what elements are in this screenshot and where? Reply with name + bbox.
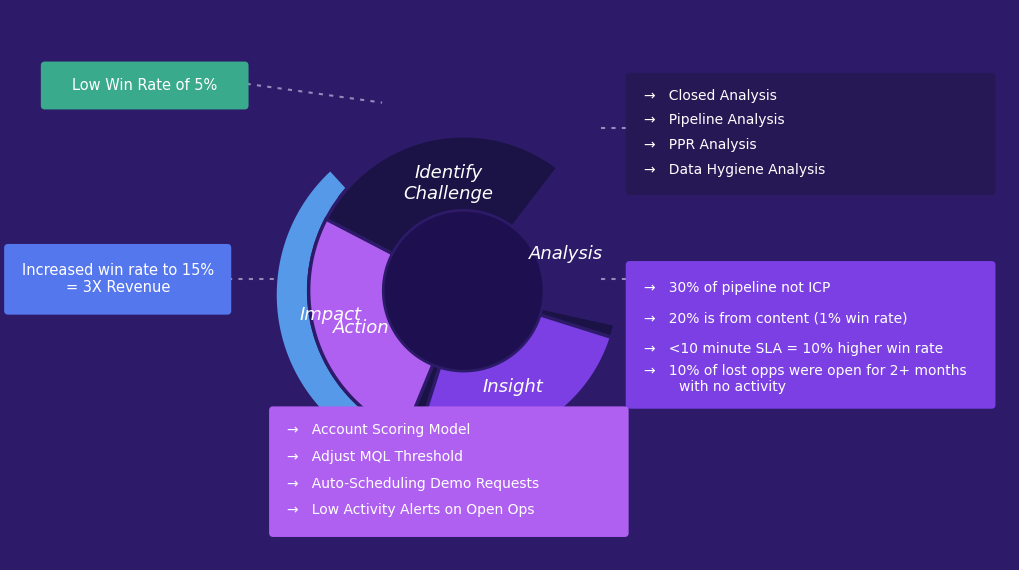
Text: →   20% is from content (1% win rate): → 20% is from content (1% win rate) (644, 311, 908, 325)
FancyBboxPatch shape (626, 73, 996, 195)
Polygon shape (340, 136, 547, 242)
FancyBboxPatch shape (269, 406, 629, 537)
Text: →   Closed Analysis: → Closed Analysis (644, 88, 777, 103)
Text: →   Adjust MQL Threshold: → Adjust MQL Threshold (287, 450, 464, 464)
Polygon shape (417, 315, 611, 446)
Text: Action: Action (333, 319, 390, 337)
Text: →   Data Hygiene Analysis: → Data Hygiene Analysis (644, 163, 825, 177)
Text: Increased win rate to 15%
= 3X Revenue: Increased win rate to 15% = 3X Revenue (21, 263, 214, 295)
Text: Insight: Insight (483, 378, 543, 396)
Polygon shape (275, 169, 422, 457)
Text: →   Low Activity Alerts on Open Ops: → Low Activity Alerts on Open Ops (287, 503, 535, 518)
Text: →   PPR Analysis: → PPR Analysis (644, 138, 757, 152)
Text: Analysis: Analysis (529, 245, 602, 263)
Text: →   30% of pipeline not ICP: → 30% of pipeline not ICP (644, 281, 830, 295)
Text: →   Auto-Scheduling Demo Requests: → Auto-Scheduling Demo Requests (287, 477, 539, 491)
Text: Low Win Rate of 5%: Low Win Rate of 5% (72, 78, 217, 93)
Circle shape (385, 212, 542, 369)
Text: →   Pipeline Analysis: → Pipeline Analysis (644, 113, 785, 127)
Text: Identify
Challenge: Identify Challenge (404, 164, 493, 203)
Text: Impact: Impact (300, 306, 362, 324)
Polygon shape (309, 136, 615, 446)
FancyBboxPatch shape (626, 261, 996, 409)
Text: →   <10 minute SLA = 10% higher win rate: → <10 minute SLA = 10% higher win rate (644, 341, 944, 356)
FancyBboxPatch shape (41, 62, 249, 109)
Text: →   Account Scoring Model: → Account Scoring Model (287, 424, 471, 437)
Text: →   10% of lost opps were open for 2+ months
        with no activity: → 10% of lost opps were open for 2+ mont… (644, 364, 967, 394)
FancyBboxPatch shape (4, 244, 231, 315)
Polygon shape (309, 219, 433, 434)
